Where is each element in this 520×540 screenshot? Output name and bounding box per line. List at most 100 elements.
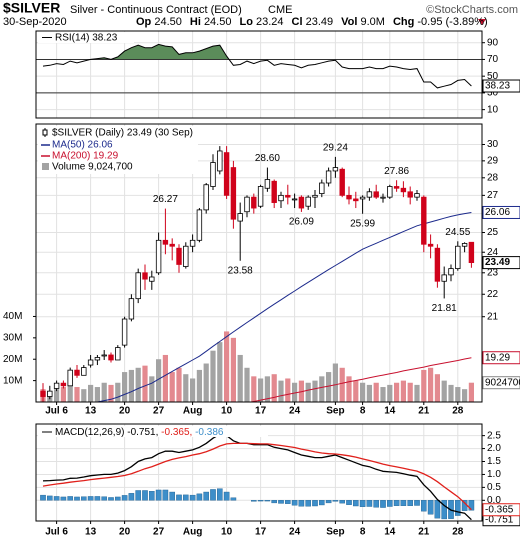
candle-body	[257, 186, 264, 207]
y-tick-label: 21	[487, 311, 499, 322]
candle-body	[441, 274, 447, 282]
x-tick-label: Aug	[183, 406, 202, 417]
y-tick-label: 0.0	[487, 495, 501, 506]
histogram-bar	[285, 500, 291, 504]
candle-body	[47, 390, 53, 397]
plot-layer: Op 24.50 Hi 24.50 Lo 23.24 Cl 23.49 Vol 9.0M…	[3, 16, 520, 538]
x-tick-label: 28	[452, 406, 464, 417]
candle-body	[108, 354, 114, 361]
volume-bar	[196, 369, 202, 402]
price-annotation: 26.27	[153, 194, 178, 205]
y-tick-label: 2.0	[487, 443, 501, 454]
volume-bar	[421, 369, 427, 402]
candle-body	[237, 213, 243, 222]
plot-group	[40, 146, 475, 402]
volume-bar	[414, 384, 420, 402]
down-arrow	[478, 19, 486, 25]
candle-body	[271, 180, 277, 203]
volume-bar	[264, 376, 270, 402]
histogram-bar	[414, 500, 420, 506]
volume-bar	[387, 384, 393, 402]
histogram-bar	[427, 500, 434, 515]
candle-body	[380, 196, 386, 199]
series-line	[248, 357, 472, 402]
y-tick-label: 20M	[3, 354, 22, 365]
histogram-bar	[80, 496, 87, 501]
histogram-bar	[278, 500, 284, 504]
candle-body	[407, 191, 413, 198]
candle-body	[332, 167, 339, 172]
legend-label: MA(50) 26.06	[52, 140, 113, 151]
volume-bar	[94, 387, 100, 402]
price-annotation: 29.24	[323, 143, 348, 154]
candle-body	[264, 179, 271, 189]
histogram-bar	[441, 500, 448, 520]
volume-bar	[169, 372, 175, 402]
volume-bar	[366, 384, 372, 402]
series-line	[42, 442, 472, 511]
y-tick-label: 2.5	[487, 430, 501, 441]
y-tick-label: 1.0	[487, 469, 501, 480]
candle-body	[305, 196, 311, 207]
price-annotation: 25.99	[350, 218, 375, 229]
histogram-bar	[257, 500, 264, 502]
volume-bar	[455, 387, 461, 402]
x-tick-label: 10	[221, 527, 233, 538]
histogram-bar	[40, 494, 46, 501]
candle-body	[155, 239, 162, 274]
value-tag	[482, 205, 520, 219]
volume-bar	[394, 382, 400, 402]
volume-bar	[210, 350, 216, 402]
volume-bar	[346, 376, 352, 402]
histogram-bar	[319, 500, 325, 506]
volume-bar	[88, 384, 94, 402]
candle-body	[400, 187, 407, 193]
histogram-bar	[142, 490, 148, 501]
histogram-bar	[114, 496, 121, 501]
candle-body	[434, 247, 441, 282]
legend-swatch	[42, 129, 48, 136]
x-tick-label: 10	[221, 406, 233, 417]
stat: Chg -0.95 (-3.89%)	[393, 16, 488, 28]
candle-body	[427, 243, 434, 247]
candle-body	[312, 194, 318, 198]
volume-bar	[230, 337, 236, 402]
value-tag-label: -0.365	[485, 504, 514, 515]
x-tick-label: 24	[289, 406, 301, 417]
volume-bar	[271, 374, 277, 402]
histogram-bar	[468, 500, 475, 511]
candle-body	[128, 298, 135, 320]
exchange: CME	[268, 4, 292, 16]
candle-body	[319, 182, 325, 194]
candle-body	[142, 272, 148, 280]
histogram-bar	[101, 496, 107, 501]
x-tick-label: 14	[384, 406, 396, 417]
legend-bg	[38, 126, 198, 174]
candle-body	[87, 359, 94, 366]
price-annotation: 27.86	[384, 166, 409, 177]
legend-part: -0.386	[195, 427, 224, 438]
candle-body	[74, 369, 80, 376]
candle-body	[53, 382, 60, 389]
volume-bar	[81, 389, 87, 402]
volume-bar	[251, 376, 257, 402]
price-annotation: 26.09	[289, 217, 314, 228]
volume-bar	[305, 382, 311, 402]
volume-bar	[285, 378, 291, 402]
overbought-fill	[43, 44, 472, 60]
histogram-bar	[108, 497, 114, 501]
volume-bar	[339, 367, 345, 402]
volume-bar	[149, 376, 155, 402]
x-tick-label: 17	[255, 406, 267, 417]
histogram-bar	[421, 500, 427, 512]
y-tick-label: 24	[487, 247, 499, 258]
candle-body	[40, 390, 46, 397]
volume-bar	[353, 380, 359, 402]
candle-body	[278, 194, 284, 202]
volume-bar	[258, 378, 264, 402]
volume-bar	[400, 380, 406, 402]
candle-body	[149, 276, 155, 282]
volume-bar	[108, 384, 114, 402]
volume-bar	[183, 374, 189, 402]
x-tick-label: Sep	[326, 406, 344, 417]
